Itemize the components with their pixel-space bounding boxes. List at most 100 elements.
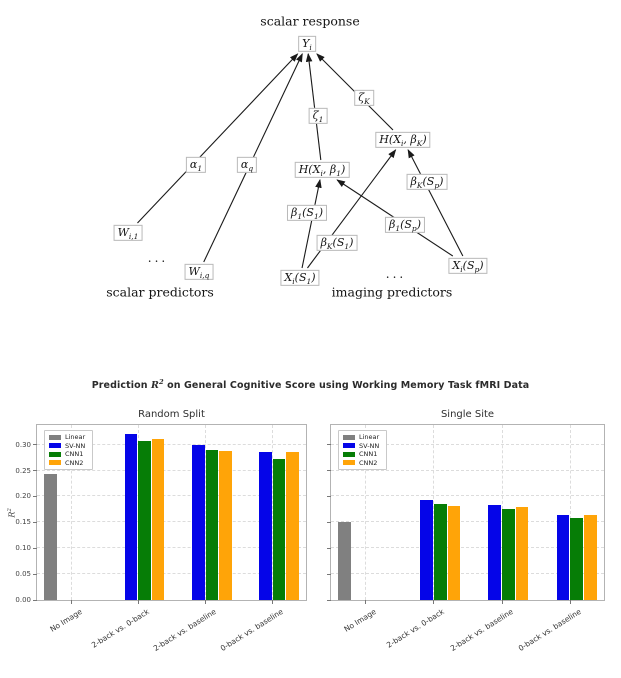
gridline-y-0.20 (37, 495, 306, 497)
node-Xp: Xi(Sp) (448, 257, 488, 275)
ytick-0.10 (327, 547, 331, 549)
legend-label-CNN2: CNN2 (359, 458, 378, 467)
ytick-label-0.10: 0.10 (15, 544, 31, 553)
bar-SV-NN-2-back vs. 0-back (124, 434, 138, 600)
xtick-2 (501, 600, 503, 604)
legend-swatch-CNN2 (49, 460, 61, 466)
bar-CNN1-2-back vs. baseline (205, 450, 219, 600)
edge-H1-to-Y (305, 52, 322, 161)
bar-CNN2-0-back vs. baseline (286, 451, 299, 600)
edge-X1-to-H1 (301, 178, 322, 269)
gridline-y-0.10 (37, 547, 306, 549)
bar-chart-figure: Prediction R2 on General Cognitive Score… (0, 370, 621, 653)
legend-label-CNN1: CNN1 (65, 450, 84, 458)
node-b1sp: β1(Sp) (384, 216, 426, 234)
edge-W1-to-Y (137, 53, 299, 224)
xtick-label-0: No Image (48, 607, 84, 634)
legend-swatch-SV-NN (343, 443, 355, 449)
gridline-y-0.05 (331, 573, 604, 575)
legend-item-Linear: Linear (343, 434, 379, 441)
xtick-3 (272, 600, 274, 604)
legend: Linear SV-NN CNN1 CNN2 (338, 430, 388, 470)
ytick-0.30 (327, 444, 331, 446)
node-alpha1: α1 (185, 156, 207, 174)
node-H1: H(Xi, β1) (294, 161, 350, 179)
bar-CNN2-2-back vs. 0-back (151, 438, 165, 600)
bar-CNN1-2-back vs. baseline (502, 508, 515, 600)
subplot-random-split: Random Split 0.00 0.05 0.10 0.15 0.20 0.25 0.3… (7, 409, 307, 653)
subplot-title-single-site: Single Site (440, 409, 495, 420)
ytick-label-0.30: 0.30 (15, 440, 31, 449)
node-X1: Xi(S1) (280, 269, 320, 287)
legend-item-Linear: Linear (49, 434, 85, 441)
node-zeta1: ζ1 (308, 107, 328, 125)
node-alphaq: αq (236, 156, 258, 174)
bar-CNN2-2-back vs. baseline (515, 507, 529, 600)
legend-swatch-CNN1 (49, 451, 61, 457)
node-b1s1: β1(S1) (286, 204, 328, 222)
ytick-0.25 (33, 470, 37, 472)
legend-label-CNN2: CNN2 (65, 458, 84, 467)
legend-swatch-CNN1 (343, 451, 355, 457)
ytick-label-0.05: 0.05 (15, 570, 31, 579)
ytick-label-0.25: 0.25 (15, 466, 31, 475)
bar-SV-NN-2-back vs. baseline (192, 444, 205, 600)
ytick-label-0.20: 0.20 (15, 492, 31, 501)
legend-item-SV-NN: SV-NN (343, 441, 380, 450)
gridline-x-0 (70, 425, 72, 600)
ytick-label-0.15: 0.15 (15, 518, 31, 527)
node-zetaK: ζK (354, 89, 374, 107)
node-Wq: Wi,q (184, 263, 214, 281)
ytick-0.20 (327, 495, 331, 497)
xtick-2 (205, 600, 207, 604)
gridline-y-0.15 (331, 521, 604, 523)
dots-scalar: ... (147, 251, 169, 265)
bar-CNN1-2-back vs. 0-back (433, 504, 447, 600)
node-bKsp: βK(Sp) (406, 173, 448, 191)
figure-title-prefix: Prediction (91, 380, 151, 392)
legend-swatch-CNN2 (343, 460, 355, 466)
ytick-0.15 (33, 521, 37, 523)
diagram-title: scalar response (260, 13, 360, 29)
legend-item-CNN2: CNN2 (343, 458, 379, 467)
subplot-single-site: Single Site No Image 2-back vs. 0-back 2-b… (327, 409, 605, 653)
gridline-y-0.20 (331, 495, 604, 497)
ytick-0.05 (327, 573, 331, 575)
bar-CNN1-0-back vs. baseline (570, 518, 584, 600)
bar-SV-NN-0-back vs. baseline (259, 452, 272, 600)
gridline-y-0.25 (37, 469, 306, 471)
figure-title-suffix: on General Cognitive Score using Working… (163, 380, 530, 392)
gridline-y-0.05 (37, 573, 306, 575)
bar-CNN1-0-back vs. baseline (272, 459, 286, 600)
node-HK: H(Xi, βK) (375, 131, 431, 149)
legend-label-Linear: Linear (359, 433, 380, 441)
legend-label-SV-NN: SV-NN (359, 441, 380, 450)
caption-scalar-predictors: scalar predictors (106, 284, 214, 300)
legend-item-CNN1: CNN1 (343, 451, 379, 458)
ytick-label-0.00: 0.00 (15, 596, 31, 604)
bar-SV-NN-2-back vs. baseline (488, 505, 502, 600)
edge-Xp-to-HK (407, 149, 464, 257)
caption-imaging-predictors: imaging predictors (331, 284, 453, 300)
legend: Linear SV-NN CNN1 CNN2 (44, 430, 94, 470)
plot-area-single-site: No Image 2-back vs. 0-back 2-back vs. base… (327, 424, 605, 653)
gridline-x-3 (569, 425, 571, 600)
ytick-0.10 (33, 547, 37, 549)
xtick-0 (365, 600, 367, 604)
figure-title-rsquared-sup: 2 (158, 378, 164, 386)
bar-CNN2-2-back vs. baseline (219, 450, 232, 600)
node-bKs1: βK(S1) (316, 234, 358, 252)
ytick-0.15 (327, 521, 331, 523)
node-W1: Wi,1 (113, 224, 143, 242)
legend-label-CNN1: CNN1 (359, 450, 378, 458)
legend-item-CNN2: CNN2 (49, 458, 85, 467)
gridline-y-0.30 (331, 443, 604, 445)
ytick-0.00 (327, 599, 331, 601)
y-axis-label: R2 (6, 507, 17, 518)
figure-title-rsquared: R (150, 380, 159, 392)
xtick-label-0: No Image (342, 607, 378, 634)
bar-CNN2-2-back vs. 0-back (447, 506, 461, 600)
dag-diagram: scalar response scalar predictors imagin… (106, 13, 488, 300)
gridline-y-0.10 (331, 547, 604, 549)
bar-SV-NN-0-back vs. baseline (556, 514, 570, 600)
